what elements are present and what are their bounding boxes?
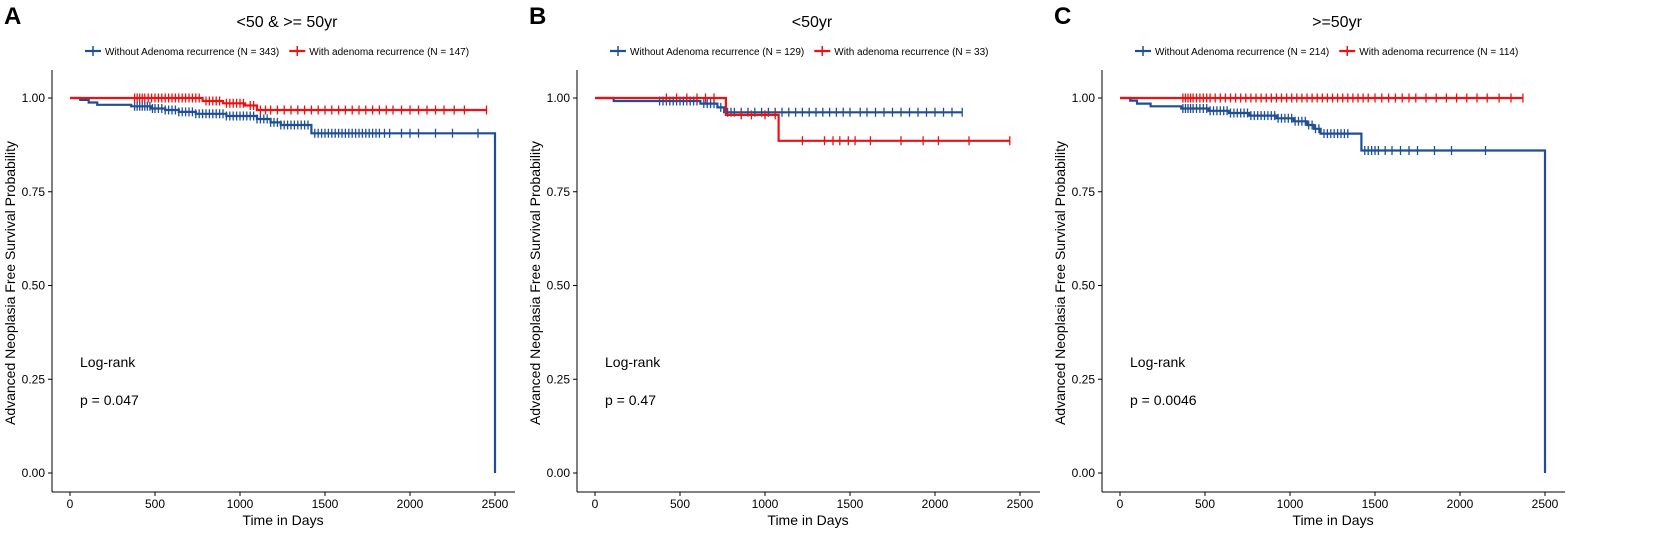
series-1: [595, 96, 963, 117]
x-tick-label: 2000: [922, 497, 949, 511]
legend-label-2: With adenoma recurrence (N = 147): [309, 47, 469, 58]
legend-label-2: With adenoma recurrence (N = 33): [834, 47, 988, 58]
survival-curve: [595, 96, 963, 114]
y-tick-label: 0.25: [22, 372, 46, 386]
y-tick-label: 0.50: [547, 279, 571, 293]
x-tick-label: 0: [1117, 497, 1124, 511]
legend: Without Adenoma recurrence (N = 129) With…: [610, 46, 989, 58]
logrank-label: Log-rank: [605, 354, 661, 370]
x-tick-label: 500: [1195, 497, 1215, 511]
panel-label: A: [4, 3, 21, 30]
x-tick-label: 500: [145, 497, 165, 511]
legend-label-2: With adenoma recurrence (N = 114): [1359, 47, 1518, 58]
y-tick-label: 0.25: [547, 372, 571, 386]
x-tick-label: 1500: [312, 497, 339, 511]
x-tick-label: 1000: [752, 497, 779, 511]
logrank-label: Log-rank: [80, 354, 136, 370]
x-tick-label: 1000: [1277, 497, 1304, 511]
x-tick-label: 0: [592, 497, 599, 511]
survival-curve: [595, 96, 1010, 142]
survival-curve: [1120, 96, 1547, 473]
x-axis-label: Time in Days: [242, 512, 323, 528]
y-tick-label: 0.25: [1072, 372, 1096, 386]
y-tick-label: 0.75: [1072, 185, 1096, 199]
y-tick-label: 1.00: [22, 91, 46, 105]
chart-panel-c: C >=50yr Without Adenoma recurrence (N = 2…: [1052, 3, 1565, 528]
x-tick-label: 1000: [227, 497, 254, 511]
x-tick-label: 2000: [1447, 497, 1474, 511]
x-tick-label: 500: [670, 497, 690, 511]
legend: Without Adenoma recurrence (N = 343) With…: [85, 46, 469, 58]
chart-title: <50 & >= 50yr: [237, 14, 339, 31]
y-tick-label: 0.75: [547, 185, 571, 199]
x-tick-label: 0: [67, 497, 74, 511]
y-tick-label: 0.50: [1072, 279, 1096, 293]
x-tick-label: 1500: [1362, 497, 1389, 511]
y-tick-label: 0.00: [547, 466, 571, 480]
p-value: p = 0.0046: [1130, 392, 1197, 408]
panel-label: C: [1054, 3, 1071, 30]
survival-curve: [70, 96, 487, 112]
x-tick-label: 2500: [1532, 497, 1559, 511]
chart-panel-a: A <50 & >= 50yr Without Adenoma recurrence…: [2, 3, 515, 528]
y-tick-label: 0.00: [22, 466, 46, 480]
y-tick-label: 1.00: [1072, 91, 1096, 105]
y-tick-label: 0.75: [22, 185, 46, 199]
series-2: [1120, 93, 1524, 103]
y-tick-label: 0.50: [22, 279, 46, 293]
series-1: [70, 96, 497, 473]
x-tick-label: 2500: [482, 497, 509, 511]
legend-label-1: Without Adenoma recurrence (N = 343): [105, 47, 279, 58]
legend-label-1: Without Adenoma recurrence (N = 129): [630, 47, 804, 58]
x-tick-label: 1500: [837, 497, 864, 511]
x-axis-label: Time in Days: [1292, 512, 1373, 528]
x-axis-label: Time in Days: [767, 512, 848, 528]
y-tick-label: 0.00: [1072, 466, 1096, 480]
x-tick-label: 2500: [1007, 497, 1034, 511]
x-tick-label: 2000: [397, 497, 424, 511]
legend: Without Adenoma recurrence (N = 214) With…: [1135, 46, 1518, 58]
panel-label: B: [529, 3, 546, 30]
legend-label-1: Without Adenoma recurrence (N = 214): [1155, 47, 1329, 58]
y-axis-label: Advanced Neoplasia Free Survival Probabi…: [1052, 141, 1068, 425]
chart-title: <50yr: [792, 14, 833, 31]
survival-curve: [70, 96, 497, 473]
p-value: p = 0.47: [605, 392, 656, 408]
chart-title: >=50yr: [1312, 14, 1362, 31]
p-value: p = 0.047: [80, 392, 139, 408]
logrank-label: Log-rank: [1130, 354, 1186, 370]
y-axis-label: Advanced Neoplasia Free Survival Probabi…: [2, 141, 18, 425]
series-2: [70, 93, 488, 115]
y-axis-label: Advanced Neoplasia Free Survival Probabi…: [527, 141, 543, 425]
series-2: [595, 93, 1011, 146]
y-tick-label: 1.00: [547, 91, 571, 105]
series-1: [1120, 96, 1547, 473]
chart-panel-b: B <50yr Without Adenoma recurrence (N = 12…: [527, 3, 1040, 528]
